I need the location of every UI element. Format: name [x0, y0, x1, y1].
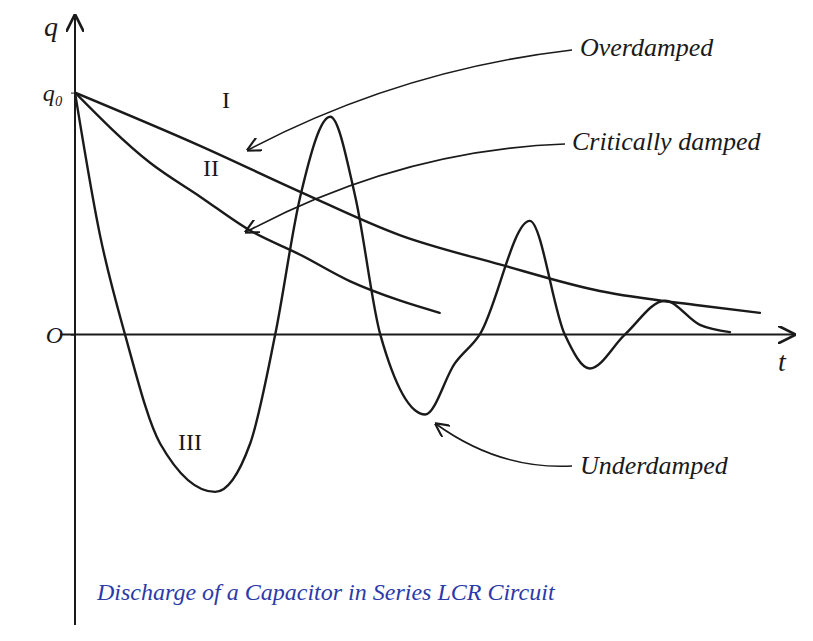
chart: Oq₀q t Overdamped Critically damped Underdam… — [0, 0, 813, 641]
y-tick: q₀ — [43, 80, 75, 106]
title: Discharge of a Capacitor in Series LCR C… — [96, 579, 556, 605]
curve — [75, 93, 760, 313]
series-label: Underdamped — [580, 451, 729, 480]
curve-number: II — [203, 155, 219, 181]
y-axis: Oq₀ — [43, 16, 75, 625]
callout-arrow — [246, 144, 565, 232]
callout-arrow — [436, 424, 572, 466]
curve-number: III — [178, 429, 202, 455]
curve — [75, 93, 440, 313]
x-axis — [60, 334, 794, 335]
y-tick-mark — [71, 93, 75, 94]
y-axis-title: q — [44, 11, 58, 42]
y-axis-line — [74, 16, 76, 625]
series-label: Overdamped — [580, 33, 714, 62]
series-label: Critically damped — [572, 127, 761, 156]
callout-arrow — [248, 50, 572, 150]
y-tick-label: q₀ — [43, 80, 63, 106]
x-axis-title: t — [778, 346, 787, 377]
curve-number: I — [222, 87, 230, 113]
x-axis-line — [60, 334, 794, 336]
